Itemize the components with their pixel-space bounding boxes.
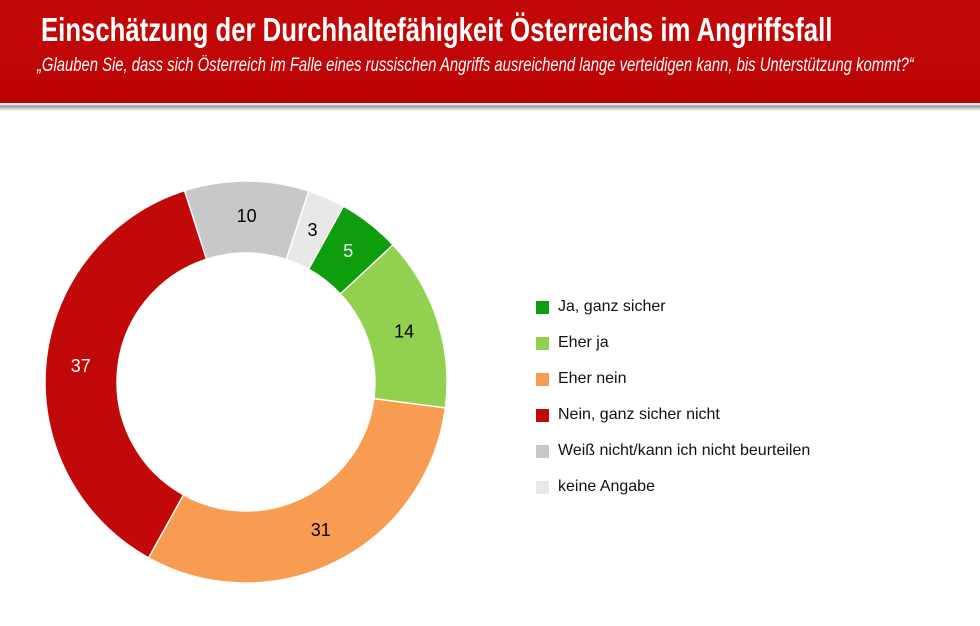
donut-segment [285, 190, 345, 271]
legend-label: Eher ja [558, 334, 609, 351]
legend-color-swatch-icon [536, 408, 549, 422]
legend-item: keine Angabe [536, 469, 810, 505]
legend-item: Ja, ganz sicher [536, 289, 810, 325]
donut-segment-value-label: 10 [237, 206, 257, 226]
donut-chart: 5 14 31 37 10 3 [0, 132, 500, 626]
legend-item: Weiß nicht/kann ich nicht beurteilen [536, 433, 810, 469]
header-separator [0, 103, 980, 111]
donut-segment [44, 189, 208, 559]
legend-label: Eher nein [558, 370, 627, 387]
donut-segment-value-label: 5 [343, 241, 353, 261]
legend-color-swatch-icon [536, 480, 549, 494]
chart-legend: Ja, ganz sicher Eher ja Eher nein Nein, gan… [536, 289, 810, 505]
donut-segment-value-label: 31 [311, 520, 331, 540]
donut-chart-svg: 5 14 31 37 10 3 [44, 180, 448, 584]
legend-item: Eher ja [536, 325, 810, 361]
legend-label: Weiß nicht/kann ich nicht beurteilen [558, 442, 811, 459]
donut-segment [147, 397, 447, 584]
legend-color-swatch-icon [536, 336, 549, 350]
legend-label: Ja, ganz sicher [558, 298, 666, 315]
title-banner: Einschätzung der Durchhaltefähigkeit Öst… [0, 0, 980, 103]
donut-segment-value-label: 14 [394, 321, 414, 341]
legend-color-swatch-icon [536, 300, 549, 314]
legend-item: Nein, ganz sicher nicht [536, 397, 810, 433]
survey-question-subtitle: „Glauben Sie, dass sich Österreich im Fa… [37, 55, 914, 76]
donut-segment-value-label: 37 [71, 356, 91, 376]
donut-segment-value-label: 3 [307, 220, 317, 240]
legend-color-swatch-icon [536, 372, 549, 386]
legend-item: Eher nein [536, 361, 810, 397]
legend-label: keine Angabe [558, 478, 655, 495]
legend-label: Nein, ganz sicher nicht [558, 406, 720, 423]
legend-color-swatch-icon [536, 444, 549, 458]
page-title: Einschätzung der Durchhaltefähigkeit Öst… [41, 11, 833, 48]
